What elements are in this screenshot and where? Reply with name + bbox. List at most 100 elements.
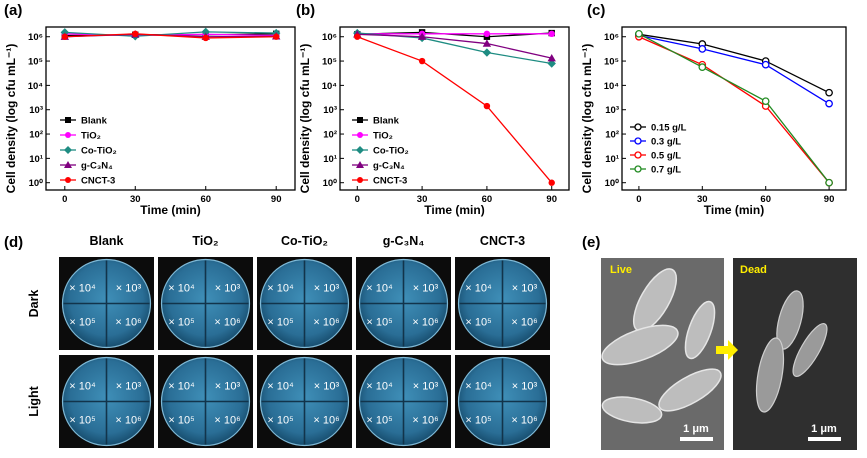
legend-marker [356,161,364,168]
agar-plate: × 10⁴ × 10³ × 10⁵ × 10⁶ [59,355,154,448]
bacterium-rod [658,368,722,412]
legend-marker [65,117,71,123]
dilution-label: × 10⁴ [465,283,492,295]
x-tick-label: 30 [130,194,141,205]
dilution-label: × 10⁴ [366,381,393,393]
bacterium-rod [601,324,679,366]
y-tick-label: 10² [605,130,619,141]
dilution-label: × 10⁴ [168,381,195,393]
agar-plate: × 10⁴ × 10³ × 10⁵ × 10⁶ [158,257,253,350]
legend-marker [65,177,71,183]
y-tick-label: 10⁵ [322,57,337,68]
data-point [61,33,68,40]
legend-entry-4: CNCT-3 [60,176,115,187]
dilution-label: × 10³ [314,381,340,393]
legend-entry-2: Co-TiO₂ [60,146,117,157]
y-axis-title: Cell density (log cfu mL⁻¹) [298,44,312,194]
legend-marker [634,123,642,131]
dilution-label: × 10⁶ [214,317,240,329]
panel-d-plates: (d) Blank TiO₂ Co-TiO₂ g-C₃N₄ CNCT-3 Dark Light… [4,234,550,448]
dead-label: Dead [740,264,767,276]
y-tick-label: 10⁴ [322,81,338,92]
dilution-label: × 10⁶ [511,415,537,427]
column-header: TiO₂ [192,234,218,248]
x-tick-label: 90 [271,194,282,205]
legend-entry-0: Blank [60,116,108,127]
data-point [202,34,209,42]
panel-e-sem: (e) Live 1 μm Dead 1 μm [582,234,857,450]
x-tick-label: 60 [200,194,211,205]
legend-marker [357,132,363,138]
chart-panel-2: (c) 0 30 60 90 10⁰ 10¹ 10² 10³ 10⁴ 10⁵ 10⁶ Time (min… [580,2,847,217]
agar-plate: × 10⁴ × 10³ × 10⁵ × 10⁶ [59,257,154,350]
agar-plate: × 10⁴ × 10³ × 10⁵ × 10⁶ [356,355,451,448]
x-tick-label: 90 [546,194,557,205]
series-1 [354,30,555,38]
data-point [418,57,426,65]
dilution-label: × 10⁶ [115,317,141,329]
x-axis-title: Time (min) [704,203,764,217]
x-axis-title: Time (min) [140,203,200,217]
data-point [132,30,139,38]
y-tick-label: 10⁰ [323,178,338,189]
y-tick-label: 10⁰ [29,178,44,189]
legend-entry-4: CNCT-3 [352,176,407,187]
x-tick-label: 30 [697,194,708,205]
y-tick-label: 10¹ [323,154,337,165]
legend-entry-3: 0.7 g/L [630,165,681,176]
series-1 [635,31,833,108]
dilution-label: × 10⁴ [465,381,492,393]
legend-label: TiO₂ [81,131,101,142]
legend-marker [357,117,363,123]
dilution-label: × 10⁵ [366,415,392,427]
dilution-label: × 10³ [116,381,142,393]
dilution-label: × 10⁴ [168,283,195,295]
legend-marker [65,132,71,138]
dilution-label: × 10⁵ [366,317,392,329]
series-4 [61,30,280,42]
panel-label: (a) [4,2,22,19]
damaged-bacterium [792,323,828,377]
dilution-label: × 10³ [215,283,241,295]
x-tick-label: 30 [417,194,428,205]
column-header: Co-TiO₂ [281,234,328,248]
y-tick-label: 10⁴ [604,81,620,92]
x-tick-label: 60 [760,194,771,205]
x-tick-label: 0 [636,194,641,205]
scale-bar [680,437,713,441]
dilution-label: × 10³ [512,381,538,393]
series-line [638,33,830,184]
legend-entry-3: g-C₃N₄ [60,161,113,172]
legend-marker [64,161,72,168]
column-header: g-C₃N₄ [383,234,425,248]
series-line [638,34,830,105]
legend-label: TiO₂ [373,131,393,142]
agar-plate: × 10⁴ × 10³ × 10⁵ × 10⁶ [257,257,352,350]
data-point [761,60,770,69]
legend-entry-1: 0.3 g/L [630,137,681,148]
column-header: CNCT-3 [480,234,525,248]
dilution-label: × 10⁶ [412,415,438,427]
series-line [357,31,552,38]
data-point [547,59,556,68]
y-tick-label: 10¹ [605,154,619,165]
arrow-icon [716,340,738,360]
y-tick-label: 10³ [605,105,619,116]
dilution-label: × 10⁶ [511,317,537,329]
dilution-label: × 10⁵ [168,415,194,427]
column-header: Blank [89,234,123,248]
dilution-label: × 10³ [314,283,340,295]
y-tick-label: 10³ [29,105,43,116]
dilution-label: × 10⁵ [69,415,95,427]
data-point [354,33,361,40]
dilution-label: × 10⁵ [267,317,293,329]
y-tick-label: 10¹ [29,154,43,165]
data-point [698,45,707,53]
dilution-label: × 10⁵ [168,317,194,329]
scale-label: 1 μm [683,423,709,435]
legend-label: Co-TiO₂ [81,146,117,157]
data-point [273,33,280,40]
scale-bar [808,437,841,441]
legend-marker [356,146,364,154]
